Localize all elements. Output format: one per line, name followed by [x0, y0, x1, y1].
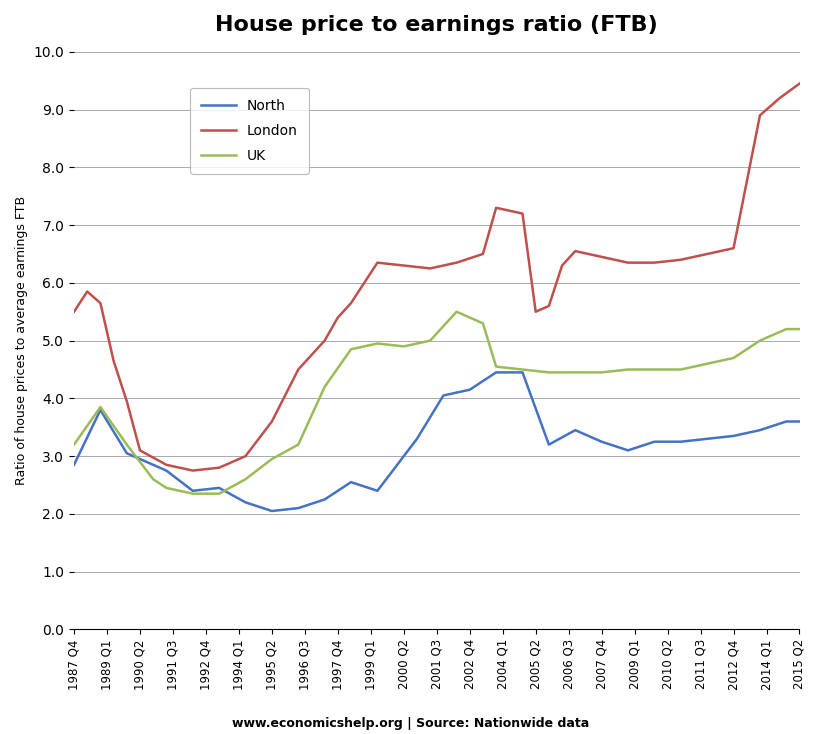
North: [412, 435, 422, 443]
London: [795, 79, 805, 88]
North: [491, 368, 501, 377]
UK: [412, 339, 422, 348]
North: [795, 417, 805, 426]
London: [188, 466, 198, 475]
London: [346, 299, 356, 308]
UK: [346, 345, 356, 354]
Legend: North, London, UK: North, London, UK: [190, 87, 309, 174]
London: [241, 451, 250, 460]
North: [234, 494, 244, 503]
UK: [782, 324, 791, 333]
UK: [188, 490, 198, 498]
North: [782, 417, 791, 426]
UK: [260, 459, 270, 468]
Text: www.economicshelp.org | Source: Nationwide data: www.economicshelp.org | Source: Nationwi…: [232, 716, 589, 730]
UK: [504, 363, 514, 372]
London: [260, 426, 270, 435]
UK: [452, 308, 461, 316]
London: [412, 263, 422, 272]
UK: [241, 475, 250, 484]
North: [504, 368, 514, 377]
London: [69, 308, 79, 316]
North: [69, 460, 79, 469]
Line: UK: UK: [74, 312, 800, 494]
North: [346, 478, 356, 487]
North: [267, 506, 277, 515]
UK: [795, 324, 805, 333]
Line: London: London: [74, 84, 800, 470]
London: [498, 205, 507, 214]
London: [775, 94, 785, 103]
Title: House price to earnings ratio (FTB): House price to earnings ratio (FTB): [215, 15, 658, 35]
Line: North: North: [74, 372, 800, 511]
North: [254, 502, 264, 511]
UK: [69, 440, 79, 449]
Y-axis label: Ratio of house prices to average earnings FTB: Ratio of house prices to average earning…: [15, 196, 28, 485]
